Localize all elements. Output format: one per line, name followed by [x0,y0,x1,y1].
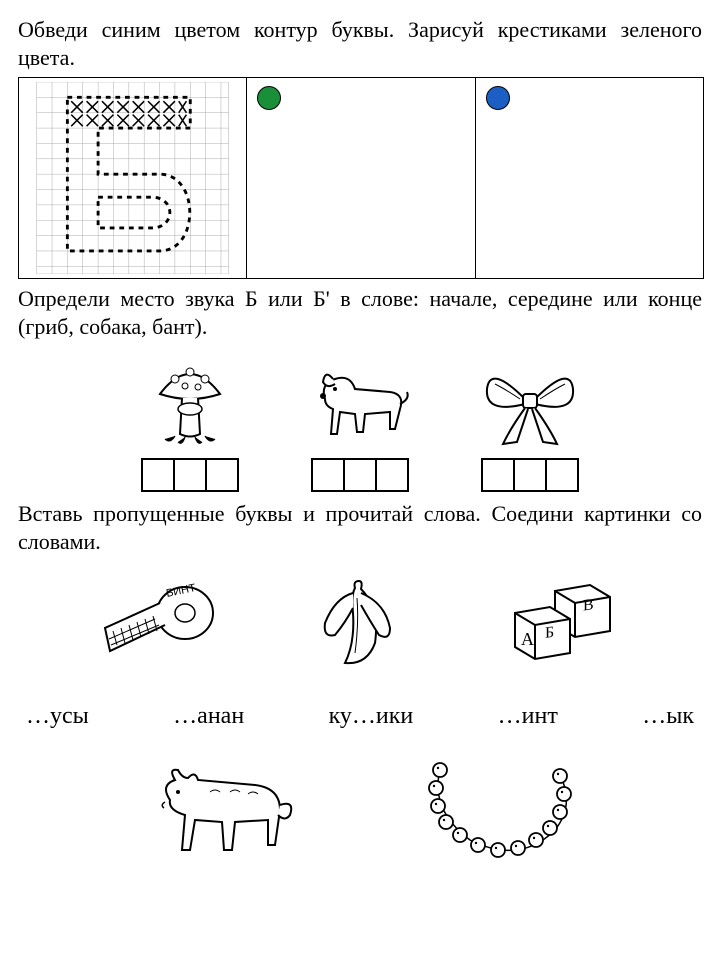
instruction-3: Вставь пропущенные буквы и прочитай слов… [18,500,702,555]
bandage-icon: БИНТ [95,573,225,673]
word-2[interactable]: …анан [173,703,244,730]
words-row: …усы …анан ку…ики …инт …ык [26,703,694,730]
word-3[interactable]: ку…ики [329,703,414,730]
cubes-icon: А Б В [495,573,625,673]
item-bow [475,354,585,492]
bow-icon [475,354,585,454]
svg-text:В: В [583,596,594,614]
sound-position-row [18,354,702,492]
letter-cell [19,78,247,278]
banana-icon [295,573,425,673]
instruction-1: Обведи синим цветом контур буквы. Зарису… [18,16,702,71]
word-1[interactable]: …усы [26,703,89,730]
blue-cell [476,78,703,278]
word-4[interactable]: …инт [498,703,558,730]
item-dog [305,354,415,492]
word-5[interactable]: …ык [642,703,694,730]
beads-icon [410,750,580,870]
instruction-2: Определи место звука Б или Б' в слове: н… [18,285,702,340]
green-dot-icon [257,86,281,110]
mushroom-icon [135,354,245,454]
item-mushroom [135,354,245,492]
position-boxes[interactable] [481,458,579,492]
position-boxes[interactable] [311,458,409,492]
position-boxes[interactable] [141,458,239,492]
dog-icon [305,354,415,454]
bull-icon [140,750,310,870]
three-panel [18,77,704,279]
svg-text:А: А [521,629,534,649]
letter-grid-icon [23,82,242,274]
svg-text:Б: Б [545,624,554,642]
match-row-bottom [18,750,702,870]
green-cell [247,78,475,278]
blue-dot-icon [486,86,510,110]
match-row-top: БИНТ А Б В [18,573,702,673]
